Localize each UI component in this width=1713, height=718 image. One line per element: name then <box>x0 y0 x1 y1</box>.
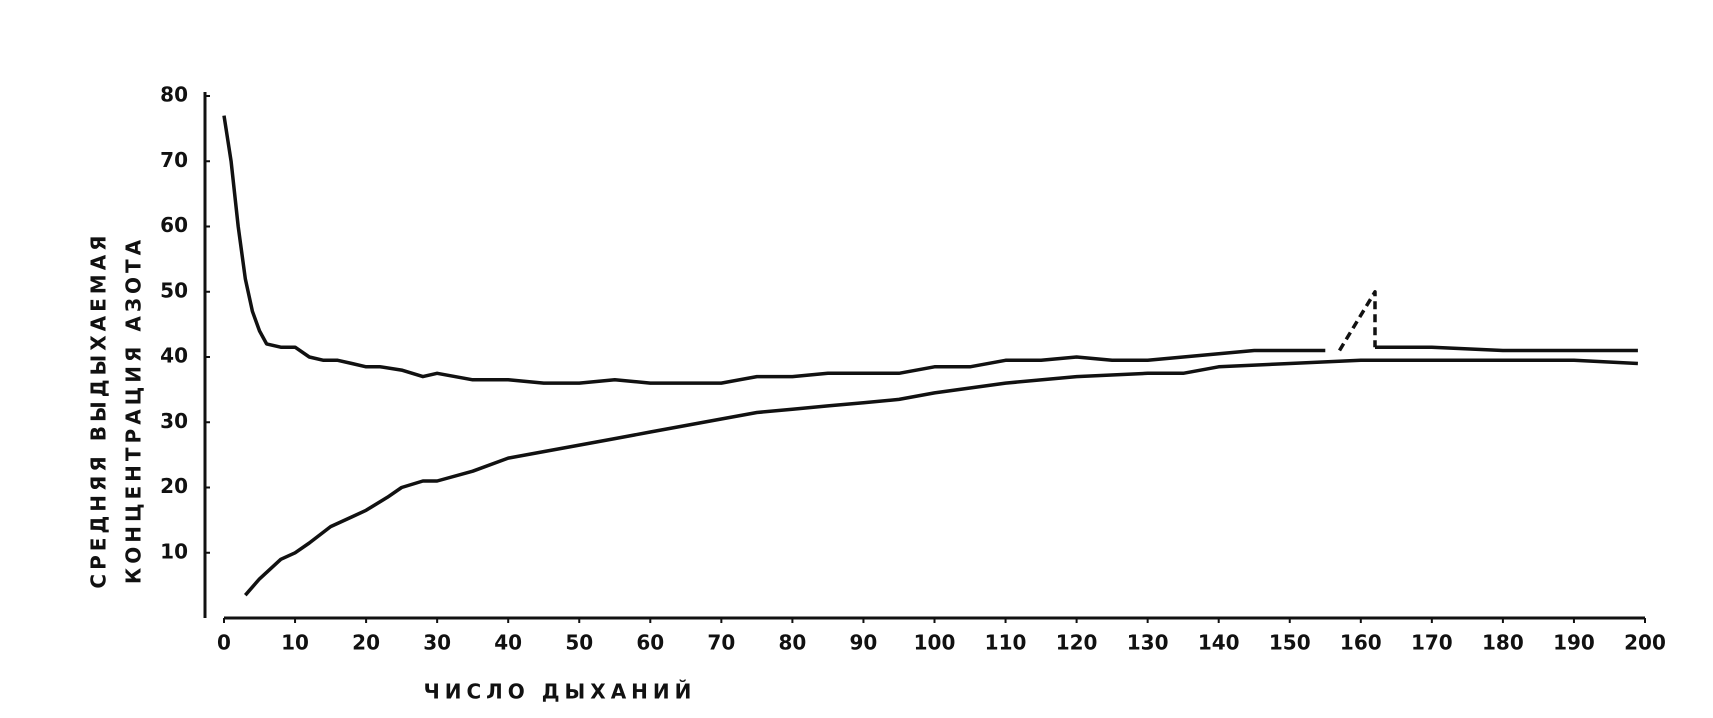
y-tick-label: 50 <box>160 278 188 302</box>
x-tick-label: 70 <box>707 631 735 655</box>
y-axis-label: СРЕДНЯЯ ВЫДЫХАЕМАЯ <box>87 231 111 588</box>
y-tick-label: 20 <box>160 474 188 498</box>
y-tick-label: 10 <box>160 539 188 563</box>
x-tick-label: 30 <box>423 631 451 655</box>
data-line <box>1338 290 1377 352</box>
x-tick-label: 100 <box>914 631 956 655</box>
y-tick-label: 60 <box>160 213 188 237</box>
x-tick-label: 20 <box>352 631 380 655</box>
y-tick-label: 70 <box>160 148 188 172</box>
x-tick-label: 0 <box>217 631 231 655</box>
y-axis-label: КОНЦЕНТРАЦИЯ АЗОТА <box>122 236 146 584</box>
x-tick-label: 80 <box>778 631 806 655</box>
x-tick-label: 150 <box>1269 631 1311 655</box>
y-tick-label: 40 <box>160 344 188 368</box>
y-tick-label: 80 <box>160 83 188 107</box>
x-axis-label: ЧИСЛО ДЫХАНИЙ <box>424 680 697 704</box>
x-tick-label: 120 <box>1056 631 1098 655</box>
x-tick-label: 180 <box>1482 631 1524 655</box>
x-tick-label: 160 <box>1340 631 1382 655</box>
x-tick-label: 10 <box>281 631 309 655</box>
x-tick-label: 200 <box>1624 631 1666 655</box>
x-tick-label: 90 <box>850 631 878 655</box>
x-tick-label: 130 <box>1127 631 1169 655</box>
x-tick-label: 170 <box>1411 631 1453 655</box>
data-line <box>243 358 1638 597</box>
x-tick-label: 60 <box>636 631 664 655</box>
x-tick-label: 190 <box>1553 631 1595 655</box>
data-line <box>222 115 1638 385</box>
x-tick-label: 40 <box>494 631 522 655</box>
x-tick-label: 50 <box>565 631 593 655</box>
x-tick-label: 110 <box>985 631 1027 655</box>
y-tick-label: 30 <box>160 409 188 433</box>
x-tick-label: 140 <box>1198 631 1240 655</box>
